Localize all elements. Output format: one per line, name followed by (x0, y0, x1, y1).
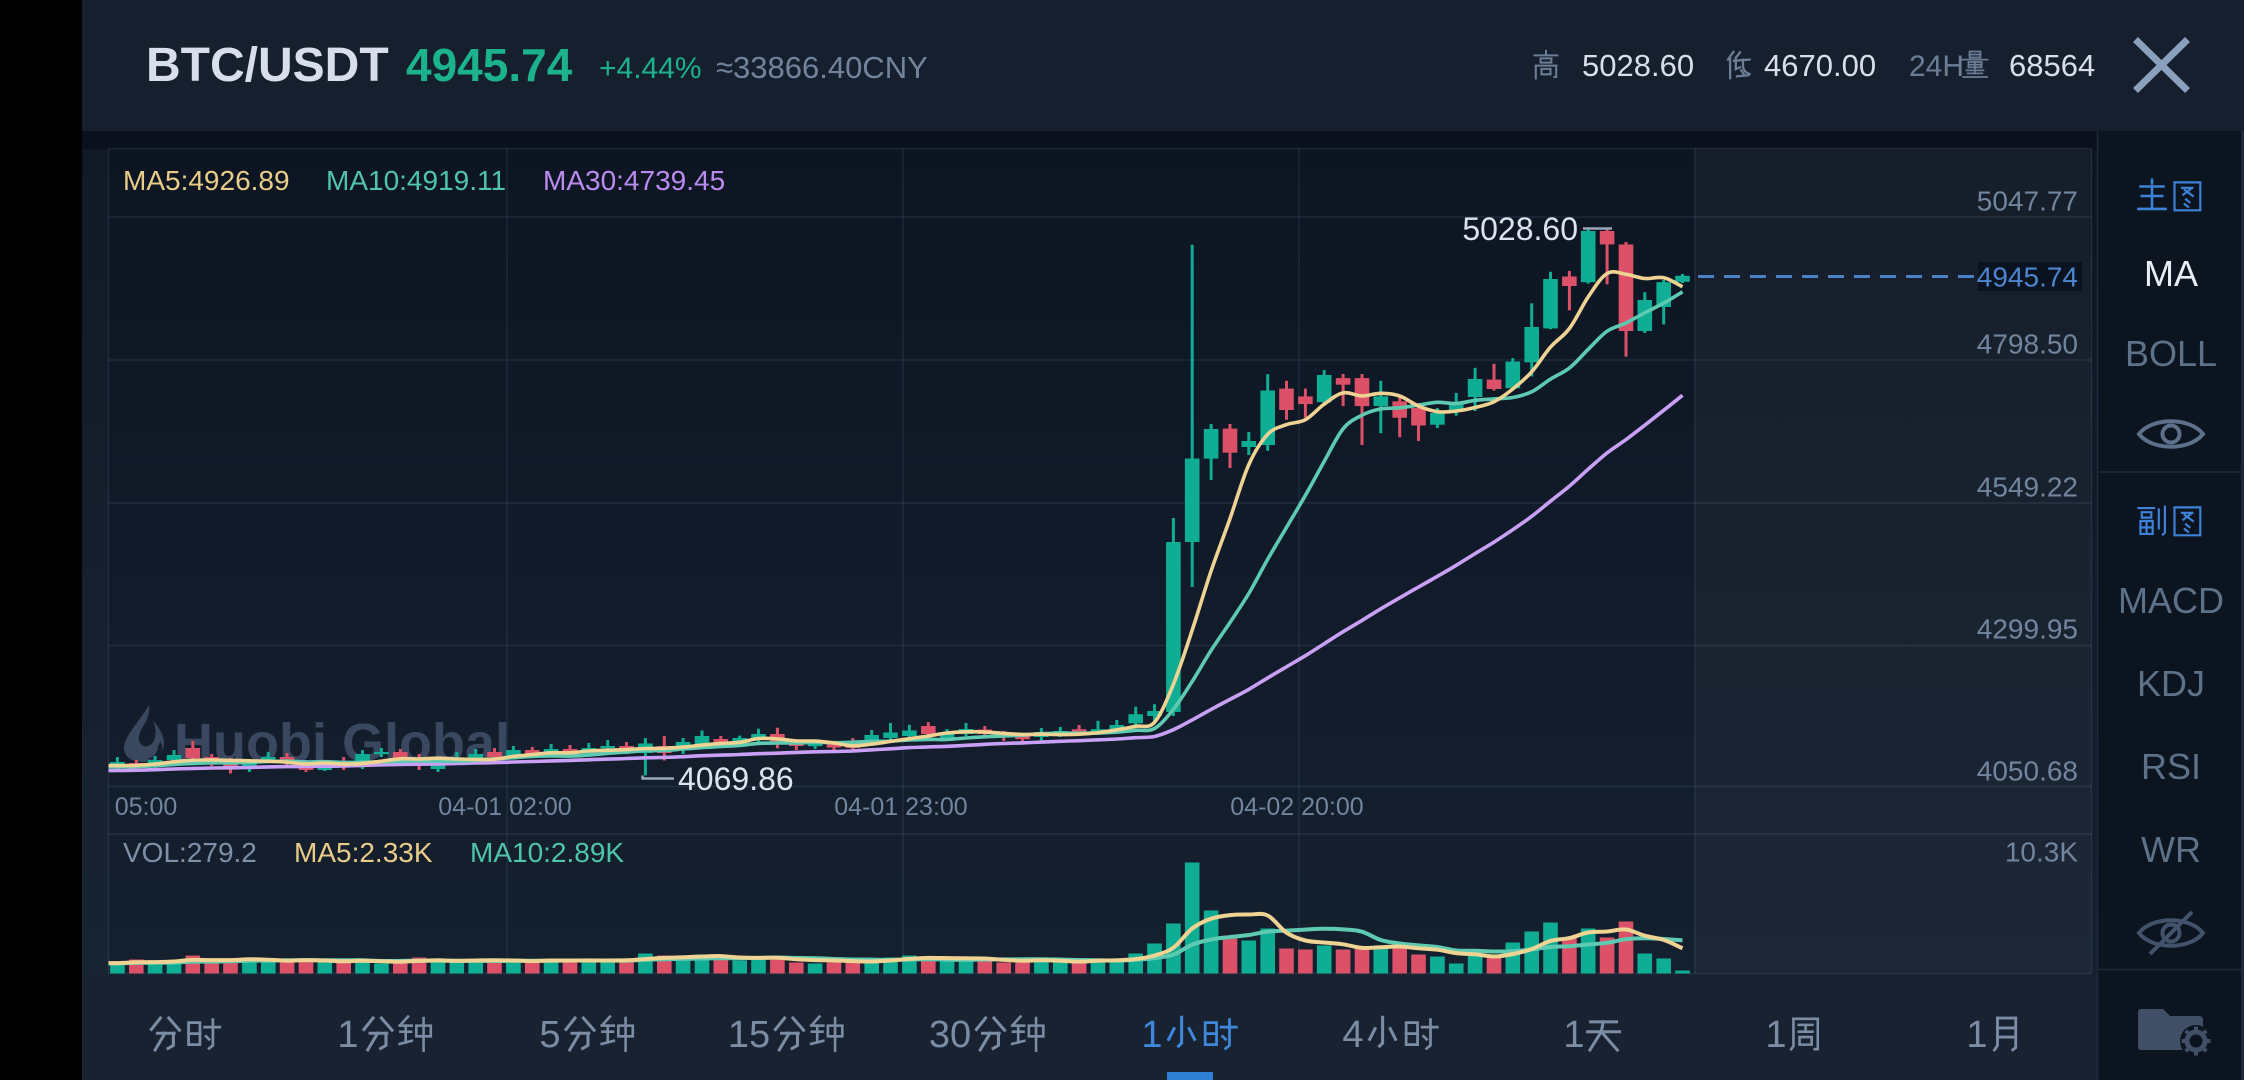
svg-text:MA10:2.89K: MA10:2.89K (470, 837, 624, 868)
svg-text:RSI: RSI (2141, 746, 2201, 787)
svg-text:1: 1 (728, 1014, 749, 1056)
svg-text:05:00: 05:00 (115, 793, 178, 821)
svg-text:04-02 20:00: 04-02 20:00 (1230, 793, 1363, 821)
svg-text:+4.44%: +4.44% (599, 52, 702, 85)
svg-text:KDJ: KDJ (2137, 663, 2205, 704)
svg-text:68564: 68564 (2009, 48, 2095, 83)
svg-text:MA5:2.33K: MA5:2.33K (294, 837, 433, 868)
svg-text:WR: WR (2141, 829, 2201, 870)
svg-text:MA5:4926.89: MA5:4926.89 (123, 165, 290, 196)
svg-text:5047.77: 5047.77 (1977, 186, 2078, 217)
svg-text:BOLL: BOLL (2125, 333, 2217, 374)
svg-text:1: 1 (1966, 1014, 1987, 1056)
svg-text:0: 0 (950, 1014, 971, 1056)
svg-text:4549.22: 4549.22 (1977, 472, 2078, 503)
svg-text:3: 3 (929, 1014, 950, 1056)
svg-text:1: 1 (1563, 1014, 1584, 1056)
svg-text:4069.86: 4069.86 (678, 761, 794, 797)
svg-text:4945.74: 4945.74 (406, 39, 573, 91)
svg-text:MA30:4739.45: MA30:4739.45 (543, 165, 725, 196)
svg-text:4670.00: 4670.00 (1764, 48, 1876, 83)
svg-text:4945.74: 4945.74 (1977, 262, 2078, 293)
svg-text:VOL:279.2: VOL:279.2 (123, 837, 257, 868)
svg-text:MA10:4919.11: MA10:4919.11 (326, 165, 506, 196)
svg-text:4299.95: 4299.95 (1977, 614, 2078, 645)
svg-text:10.3K: 10.3K (2005, 837, 2078, 868)
svg-text:5: 5 (539, 1014, 560, 1056)
svg-text:4798.50: 4798.50 (1977, 329, 2078, 360)
svg-text:4050.68: 4050.68 (1977, 756, 2078, 787)
svg-text:BTC/USDT: BTC/USDT (146, 39, 389, 92)
svg-text:4: 4 (1342, 1014, 1363, 1056)
svg-text:1: 1 (1141, 1014, 1162, 1056)
svg-text:04-01 02:00: 04-01 02:00 (438, 793, 571, 821)
svg-text:04-01 23:00: 04-01 23:00 (834, 793, 967, 821)
svg-text:5028.60: 5028.60 (1462, 211, 1578, 247)
svg-text:1: 1 (1765, 1014, 1786, 1056)
svg-text:1: 1 (337, 1014, 358, 1056)
svg-text:5028.60: 5028.60 (1582, 48, 1694, 83)
svg-text:≈33866.40CNY: ≈33866.40CNY (716, 50, 928, 85)
svg-text:5: 5 (749, 1014, 770, 1056)
svg-text:MA: MA (2144, 253, 2198, 294)
svg-text:24H: 24H (1909, 50, 1964, 83)
svg-text:MACD: MACD (2118, 580, 2224, 621)
